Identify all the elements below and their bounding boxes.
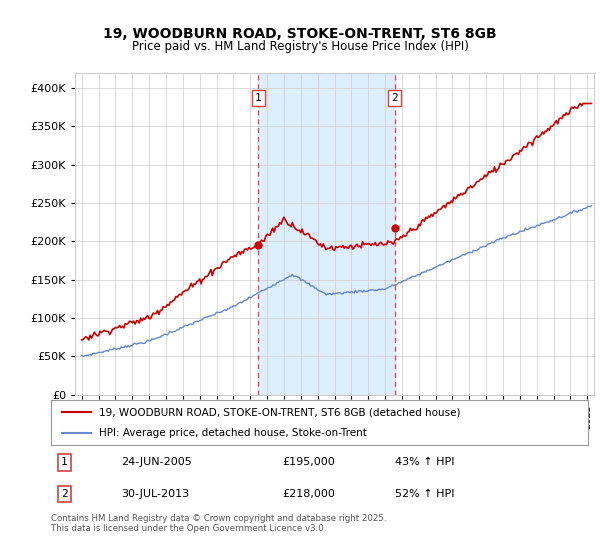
- Text: HPI: Average price, detached house, Stoke-on-Trent: HPI: Average price, detached house, Stok…: [100, 428, 367, 438]
- Text: £218,000: £218,000: [282, 489, 335, 499]
- Bar: [259, 73, 395, 395]
- Text: 19, WOODBURN ROAD, STOKE-ON-TRENT, ST6 8GB (detached house): 19, WOODBURN ROAD, STOKE-ON-TRENT, ST6 8…: [100, 408, 461, 418]
- Text: 30-JUL-2013: 30-JUL-2013: [121, 489, 189, 499]
- Text: 1: 1: [61, 458, 68, 468]
- Text: 43% ↑ HPI: 43% ↑ HPI: [395, 458, 454, 468]
- Text: 24-JUN-2005: 24-JUN-2005: [121, 458, 191, 468]
- Text: 2: 2: [391, 93, 398, 103]
- Text: 52% ↑ HPI: 52% ↑ HPI: [395, 489, 454, 499]
- Text: 1: 1: [255, 93, 262, 103]
- Text: 2: 2: [61, 489, 68, 499]
- Text: Contains HM Land Registry data © Crown copyright and database right 2025.
This d: Contains HM Land Registry data © Crown c…: [51, 514, 386, 534]
- Text: £195,000: £195,000: [282, 458, 335, 468]
- Text: Price paid vs. HM Land Registry's House Price Index (HPI): Price paid vs. HM Land Registry's House …: [131, 40, 469, 53]
- Text: 19, WOODBURN ROAD, STOKE-ON-TRENT, ST6 8GB: 19, WOODBURN ROAD, STOKE-ON-TRENT, ST6 8…: [103, 27, 497, 41]
